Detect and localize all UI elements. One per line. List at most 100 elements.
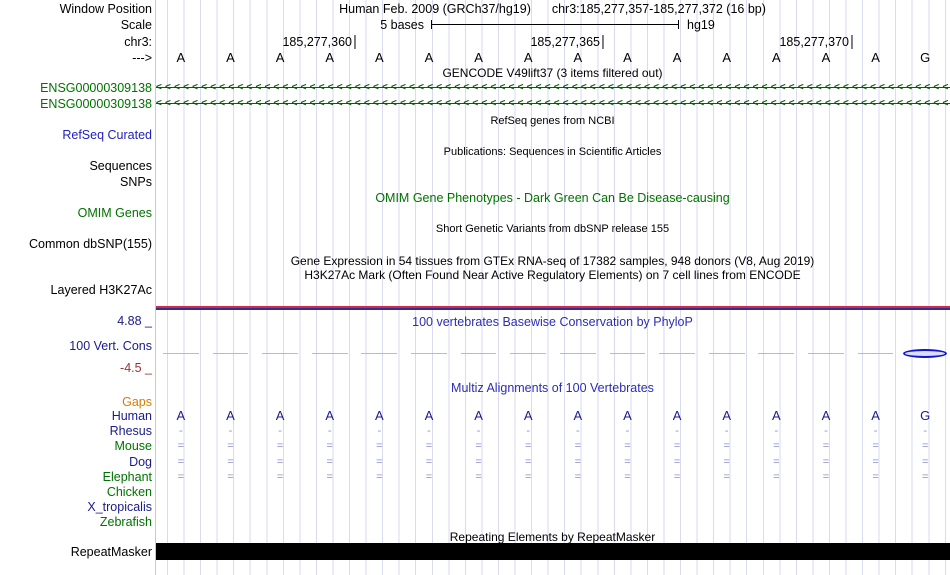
base-cell: -: [228, 425, 233, 438]
base-cell: A: [226, 408, 235, 423]
base-cell: A: [275, 408, 285, 423]
conservation-zero-dash: [311, 353, 348, 354]
base-cell: =: [326, 440, 333, 453]
multiz-species-label[interactable]: Rhesus: [109, 424, 152, 439]
scale-bar-text: 5 bases: [380, 18, 424, 32]
conservation-zero-dash: [262, 353, 298, 354]
multiz-track-title[interactable]: Multiz Alignments of 100 Vertebrates: [451, 381, 654, 395]
omim-track-title[interactable]: OMIM Gene Phenotypes - Dark Green Can Be…: [375, 191, 730, 205]
gene-reverse-strand-arrows[interactable]: <<<<<<<<<<<<<<<<<<<<<<<<<<<<<<<<<<<<<<<<…: [156, 81, 950, 94]
base-cell: =: [822, 440, 830, 453]
refseq-track-title[interactable]: RefSeq genes from NCBI: [490, 115, 615, 127]
base-cell: =: [425, 455, 433, 468]
multiz-row-zebrafish: Zebrafish: [0, 515, 950, 530]
conservation-zero-dash: [708, 353, 745, 354]
base-cell: A: [722, 408, 732, 423]
base-cell: =: [177, 440, 185, 453]
publications-track-title[interactable]: Publications: Sequences in Scientific Ar…: [443, 146, 662, 158]
conservation-score-row: [156, 349, 950, 358]
base-cell: =: [227, 440, 234, 453]
base-cell: =: [872, 470, 879, 483]
snps-label[interactable]: SNPs: [120, 175, 152, 189]
base-cell: A: [474, 50, 483, 65]
multiz-row-dog: Dog = = = = = = = = = = = = = = = =: [0, 455, 950, 470]
base-cell: =: [425, 440, 433, 453]
base-cell: =: [872, 455, 879, 468]
base-cell: =: [276, 470, 284, 483]
conservation-base-cell: [752, 349, 802, 358]
layered-h3k27ac-label[interactable]: Layered H3K27Ac: [50, 283, 152, 297]
multiz-species-label[interactable]: Mouse: [114, 439, 152, 454]
base-cell: =: [524, 455, 532, 468]
conservation-zero-dash: [460, 353, 497, 354]
base-cell: A: [771, 50, 781, 65]
base-cell: =: [227, 455, 234, 468]
base-cell: A: [672, 408, 682, 423]
base-cell: =: [177, 455, 185, 468]
window-position-label: Window Position: [59, 2, 152, 16]
gencode-track-title[interactable]: GENCODE V49lift37 (3 items filtered out): [442, 66, 663, 80]
multiz-species-label[interactable]: Dog: [129, 454, 152, 469]
base-cell: -: [625, 425, 630, 438]
multiz-row-chicken: Chicken: [0, 485, 950, 500]
conservation-zero-dash: [808, 353, 844, 354]
conservation-base-cell: [355, 349, 405, 358]
base-cell: -: [427, 425, 431, 438]
dbsnp-track-title[interactable]: Short Genetic Variants from dbSNP releas…: [435, 223, 670, 235]
conservation-base-cell: [553, 349, 603, 358]
conservation-base-cell: [503, 349, 553, 358]
multiz-species-label[interactable]: Chicken: [106, 485, 152, 499]
dbsnp-label[interactable]: Common dbSNP(155): [29, 237, 152, 251]
repeatmasker-track-title[interactable]: Repeating Elements by RepeatMasker: [449, 530, 656, 544]
multiz-species-label[interactable]: Human: [111, 409, 152, 423]
conservation-base-cell: [702, 349, 752, 358]
base-cell: =: [773, 440, 780, 453]
multiz-row-rhesus: Rhesus - - - - - - - - - - - - - - - -: [0, 424, 950, 439]
conservation-base-cell: [900, 349, 950, 358]
gtex-track-title[interactable]: Gene Expression in 54 tissues from GTEx …: [290, 254, 815, 268]
chromosome-label: chr3:: [124, 35, 152, 49]
base-cell: =: [326, 470, 333, 483]
base-cell: =: [822, 470, 830, 483]
conservation-min-value: -4.5 _: [120, 361, 152, 375]
base-cell: =: [475, 470, 482, 483]
base-cell: =: [276, 440, 284, 453]
ruler-tick-label: 185,277,360: [282, 35, 355, 49]
conservation-track-label[interactable]: 100 Vert. Cons: [69, 339, 152, 353]
gene-reverse-strand-arrows[interactable]: <<<<<<<<<<<<<<<<<<<<<<<<<<<<<<<<<<<<<<<<…: [156, 97, 950, 110]
repeat-element-bar[interactable]: [156, 543, 950, 560]
strand-direction-label: --->: [132, 51, 152, 65]
ruler-row: 185,277,360 185,277,365 185,277,370: [156, 35, 950, 49]
conservation-track-title[interactable]: 100 vertebrates Basewise Conservation by…: [412, 315, 693, 329]
conservation-zero-dash: [659, 353, 695, 354]
gene-label[interactable]: ENSG00000309138: [40, 97, 152, 111]
gene-label[interactable]: ENSG00000309138: [40, 81, 152, 95]
base-cell: -: [526, 425, 531, 438]
repeatmasker-label[interactable]: RepeatMasker: [70, 545, 152, 559]
window-position-value: Human Feb. 2009 (GRCh37/hg19) chr3:185,2…: [155, 2, 950, 16]
gaps-label[interactable]: Gaps: [122, 395, 152, 409]
multiz-row-x_tropicalis: X_tropicalis: [0, 500, 950, 515]
base-cell: =: [723, 455, 730, 468]
refseq-curated-label[interactable]: RefSeq Curated: [62, 128, 152, 142]
base-cell: A: [325, 50, 335, 65]
conservation-zero-dash: [857, 353, 894, 354]
sequences-label[interactable]: Sequences: [89, 159, 152, 173]
multiz-row-human: Human A A A A A A A A A A A A A A A G: [0, 409, 950, 424]
h3k27ac-track-title[interactable]: H3K27Ac Mark (Often Found Near Active Re…: [304, 268, 801, 282]
multiz-species-label[interactable]: X_tropicalis: [87, 500, 152, 515]
conservation-base-cell: [255, 349, 305, 358]
ruler-tick-label: 185,277,365: [530, 35, 603, 49]
scale-bar: [431, 20, 679, 29]
base-cell: =: [921, 440, 929, 453]
base-cell: -: [724, 425, 729, 438]
layered-h3k27ac-signal-band[interactable]: [156, 306, 950, 310]
base-cell: A: [226, 50, 235, 65]
omim-genes-label[interactable]: OMIM Genes: [77, 206, 152, 220]
multiz-species-label[interactable]: Zebrafish: [99, 515, 152, 530]
scale-assembly-text: hg19: [687, 18, 715, 32]
base-cell: =: [921, 455, 929, 468]
conservation-base-cell: [454, 349, 504, 358]
multiz-species-label[interactable]: Elephant: [102, 469, 152, 484]
